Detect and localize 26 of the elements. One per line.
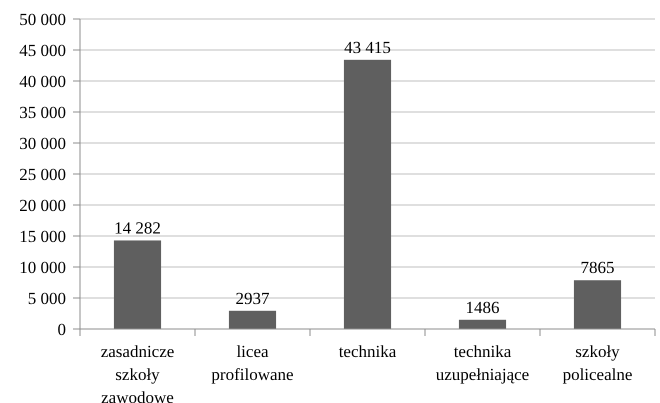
data-label: 7865 (580, 258, 614, 278)
y-tick-label: 45 000 (19, 40, 66, 60)
data-label: 43 415 (344, 38, 391, 57)
bar (114, 240, 162, 329)
data-label: 14 282 (114, 218, 161, 238)
bar (574, 280, 622, 329)
y-tick-label: 15 000 (19, 226, 66, 246)
y-tick-label: 35 000 (19, 102, 66, 122)
y-tick-label: 10 000 (19, 258, 66, 277)
y-tick-label: 0 (58, 320, 66, 339)
y-tick-label: 20 000 (19, 196, 66, 215)
x-tick-label: szkoły policealne (562, 342, 632, 384)
x-tick-label: licea profilowane (211, 342, 294, 384)
y-tick-label: 5 000 (28, 288, 66, 308)
bar (344, 60, 392, 329)
bar (458, 320, 506, 329)
x-tick-label: technika (338, 342, 397, 361)
y-tick-label: 25 000 (19, 164, 66, 184)
x-tick-label: zasadnicze szkoły zawodowe (100, 342, 174, 403)
y-tick-label: 40 000 (19, 72, 66, 91)
data-label: 1486 (466, 298, 500, 317)
y-tick-label: 50 000 (19, 10, 66, 29)
bar (228, 310, 276, 329)
x-tick-label: technika uzupełniające (436, 342, 530, 384)
data-label: 2937 (236, 288, 270, 308)
y-tick-label: 30 000 (19, 134, 66, 153)
